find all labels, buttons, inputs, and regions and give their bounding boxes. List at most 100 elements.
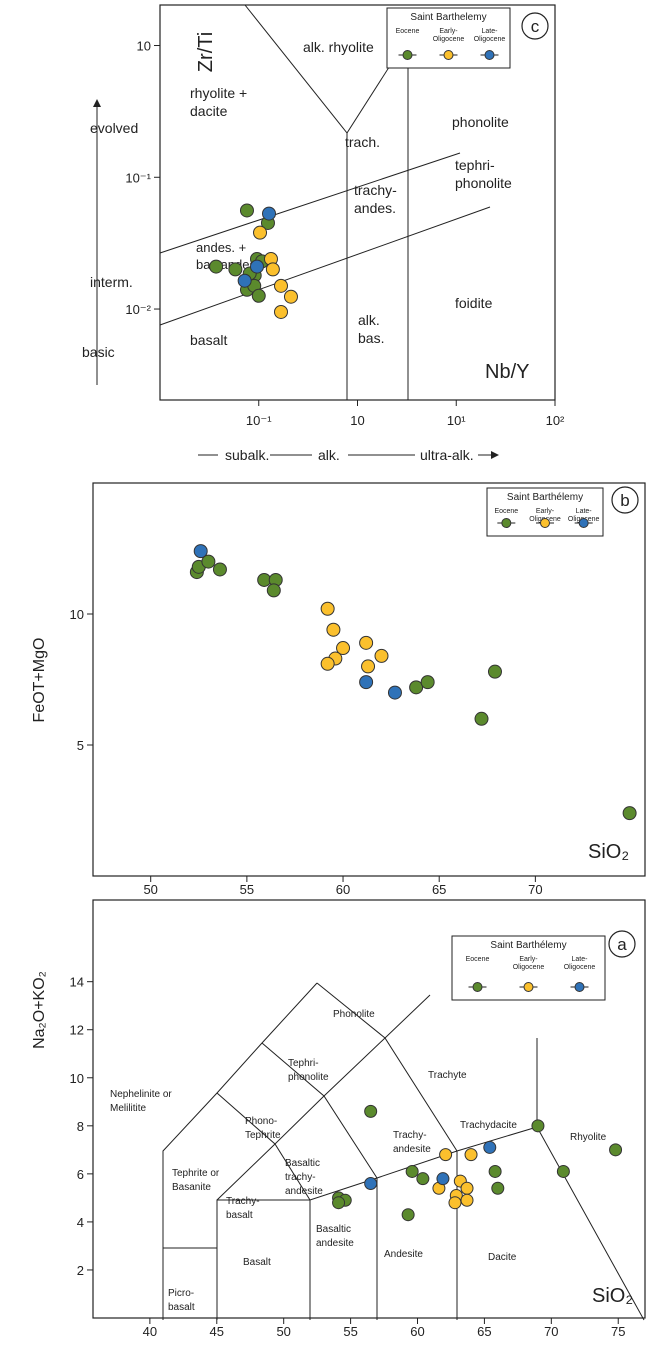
data-point	[359, 635, 374, 650]
data-point	[273, 304, 288, 319]
y-tick-label: 10	[70, 1071, 84, 1086]
field-label: phonolite	[288, 1072, 329, 1083]
legend-label: Late-Oligocene	[474, 28, 506, 43]
x-tick-label: 75	[611, 1324, 625, 1339]
y-tick-label: 10	[70, 607, 84, 622]
data-point	[460, 1181, 474, 1195]
data-point	[464, 1148, 478, 1162]
field-label: alk.	[318, 447, 340, 463]
field-label: Dacite	[488, 1252, 517, 1263]
data-point	[436, 1172, 450, 1186]
field-label: Trachydacite	[460, 1120, 517, 1131]
field-label: basalt	[226, 1210, 253, 1221]
field-label: Phonolite	[333, 1009, 375, 1020]
y-tick-label: 8	[77, 1119, 84, 1134]
y-tick-label: 12	[70, 1023, 84, 1038]
data-point	[266, 583, 281, 598]
data-point	[201, 554, 216, 569]
data-point	[283, 289, 298, 304]
field-label: andesite	[393, 1144, 431, 1155]
legend-marker	[402, 50, 413, 60]
legend-label: Late-Oligocene	[564, 956, 596, 971]
field-label: evolved	[90, 120, 138, 136]
panel-letter: a	[617, 935, 627, 954]
data-point	[409, 680, 424, 695]
field-label: Basaltic	[316, 1224, 351, 1235]
data-point	[401, 1208, 415, 1222]
legend-title: Saint Barthelemy	[410, 12, 486, 23]
data-point	[364, 1176, 378, 1190]
field-label: Tephri-	[288, 1058, 319, 1069]
x-tick-label: 50	[276, 1324, 290, 1339]
data-point	[326, 622, 341, 637]
data-point	[249, 259, 264, 274]
x-tick-label: 40	[143, 1324, 157, 1339]
data-point	[359, 675, 374, 690]
panel-letter: b	[620, 491, 629, 510]
legend-label: Eocene	[494, 508, 518, 515]
y-tick-label: 4	[77, 1215, 84, 1230]
legend-marker	[472, 982, 483, 992]
field-label: alk. rhyolite	[303, 39, 374, 55]
legend-title: Saint Barthélemy	[490, 940, 566, 951]
data-point	[448, 1196, 462, 1210]
field-label: Basanite	[172, 1182, 211, 1193]
x-tick-label: 45	[210, 1324, 224, 1339]
x-axis-label: SiO₂	[588, 841, 629, 863]
legend-title: Saint Barthélemy	[507, 492, 583, 503]
plot-frame	[92, 482, 646, 877]
data-point	[488, 1164, 502, 1178]
data-point	[609, 1143, 623, 1157]
field-label: phonolite	[452, 114, 509, 130]
field-label: andesite	[285, 1186, 323, 1197]
legend-marker	[574, 982, 585, 992]
field-label: Rhyolite	[570, 1132, 607, 1143]
x-tick-label: 60	[336, 882, 350, 897]
data-point	[212, 562, 227, 577]
field-label: subalk.	[225, 447, 269, 463]
x-tick-label: 70	[544, 1324, 558, 1339]
y-tick-label: 14	[70, 975, 84, 990]
field-label: Tephrite	[245, 1130, 281, 1141]
x-tick-label: 65	[432, 882, 446, 897]
legend-marker	[578, 518, 589, 528]
data-point	[273, 278, 288, 293]
x-tick-label: 55	[343, 1324, 357, 1339]
y-tick-label: 10	[137, 39, 151, 54]
legend-marker	[523, 982, 534, 992]
data-point	[332, 1196, 346, 1210]
x-tick-label: 10¹	[447, 413, 466, 428]
data-point	[556, 1164, 570, 1178]
x-tick-label: 60	[410, 1324, 424, 1339]
field-boundaries-c	[93, 4, 499, 459]
data-point	[209, 259, 224, 274]
field-label: Melilitite	[110, 1103, 147, 1114]
data-point	[487, 664, 502, 679]
legend-label: Eocene	[396, 28, 420, 35]
legend-marker	[540, 518, 550, 528]
field-label: andes. +	[196, 240, 246, 255]
data-point	[374, 648, 389, 663]
data-point	[474, 711, 489, 726]
legend-marker	[443, 50, 454, 60]
data-point	[228, 262, 243, 277]
x-tick-label: 10⁻¹	[246, 413, 272, 428]
legend-marker	[501, 518, 512, 528]
data-point	[336, 641, 351, 656]
data-point	[239, 203, 254, 218]
x-tick-label: 50	[143, 882, 157, 897]
legend-marker	[484, 50, 495, 60]
data-point	[420, 675, 435, 690]
y-tick-label: 10⁻²	[125, 302, 151, 317]
data-point	[416, 1172, 430, 1186]
y-tick-label: 6	[77, 1167, 84, 1182]
data-point	[320, 601, 335, 616]
field-label: basalt	[168, 1302, 195, 1313]
data-point	[251, 288, 266, 303]
field-label: andesite	[316, 1238, 354, 1249]
data-point	[253, 225, 268, 240]
x-tick-label: 65	[477, 1324, 491, 1339]
data-point	[483, 1140, 497, 1154]
data-point	[193, 544, 208, 559]
field-label: Phono-	[245, 1116, 277, 1127]
